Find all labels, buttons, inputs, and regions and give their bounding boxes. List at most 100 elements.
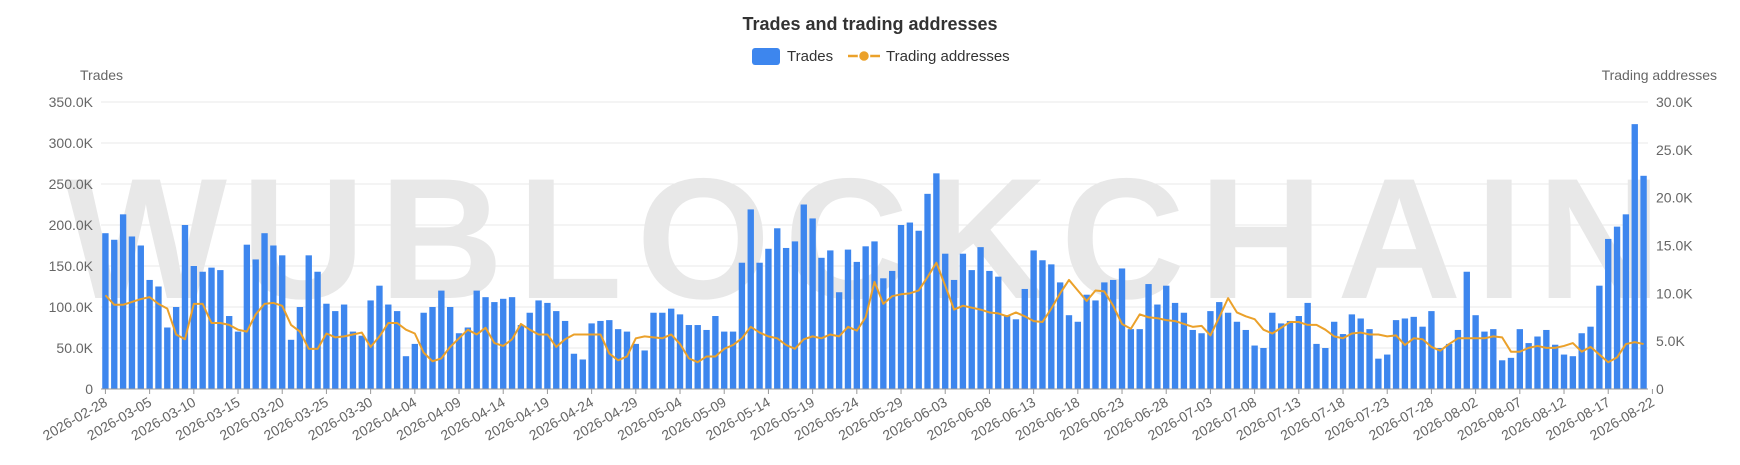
bar-trades	[1490, 329, 1497, 389]
bar-trades	[1516, 329, 1523, 389]
bar-trades	[676, 314, 684, 389]
legend-marker-trading-addresses	[857, 49, 871, 63]
bar-trades	[1313, 343, 1320, 389]
bar-trades	[1437, 348, 1444, 389]
bar-trades	[1269, 312, 1276, 389]
bar-trades	[491, 302, 498, 389]
bar-trades	[402, 356, 410, 389]
bar-trades	[1640, 175, 1647, 389]
bar-trades	[1154, 304, 1161, 389]
bar-trades	[756, 262, 763, 389]
bar-trades	[623, 331, 631, 389]
y-left-tick-label: 350.0K	[49, 94, 94, 110]
bar-trades	[1401, 318, 1409, 389]
legend-label-trades: Trades	[787, 48, 833, 65]
bar-trades	[995, 276, 1002, 389]
bar-trades	[1180, 312, 1188, 389]
bar-trades	[1419, 326, 1426, 389]
bar-trades	[1481, 331, 1488, 389]
bar-trades	[579, 359, 586, 389]
bar-trades	[1322, 348, 1329, 389]
bar-trades	[1613, 226, 1621, 389]
bar-trades	[1507, 357, 1515, 389]
bar-trades	[632, 343, 639, 389]
bar-trades	[968, 270, 975, 389]
y-right-tick-label: 25.0K	[1656, 142, 1693, 158]
bar-trades	[1339, 334, 1347, 389]
bar-trades	[455, 333, 463, 389]
bar-trades	[659, 312, 666, 389]
bar-trades	[1012, 319, 1020, 389]
bar-trades	[102, 233, 109, 389]
bar-trades	[305, 255, 312, 389]
bar-trades	[385, 304, 392, 389]
bar-trades	[1074, 321, 1081, 389]
legend-swatch-trades	[752, 48, 780, 65]
bar-trades	[111, 239, 118, 389]
bar-trades	[155, 286, 162, 389]
bar-trades	[217, 270, 224, 389]
bar-trades	[1525, 343, 1532, 389]
bar-trades	[1384, 354, 1391, 389]
bar-trades	[535, 300, 542, 389]
bar-trades	[199, 271, 206, 389]
bar-trades	[871, 241, 878, 389]
bar-trades	[747, 209, 754, 389]
bar-trades	[1145, 284, 1152, 389]
bar-trades	[1454, 329, 1462, 389]
y-left-tick-label: 250.0K	[49, 176, 94, 192]
bar-trades	[1136, 329, 1143, 389]
bar-trades	[279, 255, 286, 389]
y-left-tick-label: 300.0K	[49, 135, 94, 151]
y-axis-right-label: Trading addresses	[1602, 67, 1717, 83]
bar-trades	[668, 308, 675, 389]
bar-trades	[959, 253, 967, 389]
y-axis-left-label: Trades	[80, 67, 123, 83]
bar-trades	[411, 343, 418, 389]
bar-trades	[367, 300, 374, 389]
bar-trades	[897, 225, 905, 389]
y-right-tick-label: 5.0K	[1656, 333, 1685, 349]
bar-trades	[1171, 302, 1179, 389]
bar-trades	[393, 311, 401, 389]
bar-trades	[172, 307, 180, 389]
bar-trades	[287, 339, 295, 389]
bar-trades	[1410, 316, 1417, 389]
bar-trades	[1622, 214, 1630, 389]
legend-item-trades[interactable]: Trades	[752, 48, 833, 65]
legend-item-trading-addresses[interactable]: Trading addresses	[848, 48, 1010, 65]
bar-trades	[977, 247, 984, 389]
bar-trades	[782, 247, 790, 389]
bar-trades	[1498, 360, 1506, 389]
bar-trades	[1543, 329, 1550, 389]
bar-trades	[1331, 321, 1338, 389]
legend-label-trading-addresses: Trading addresses	[886, 48, 1010, 65]
bar-trades	[1277, 323, 1285, 389]
bar-trades	[1392, 320, 1400, 389]
bar-trades	[791, 241, 799, 389]
bar-trades	[429, 307, 436, 389]
bar-trades	[526, 312, 533, 389]
bar-trades	[1534, 336, 1541, 389]
bar-trades	[146, 279, 153, 389]
line-trading-addresses	[104, 261, 1644, 364]
bar-trades	[1251, 345, 1258, 389]
bar-trades	[827, 250, 834, 389]
bar-trades	[234, 331, 242, 389]
bar-trades	[137, 245, 144, 389]
bar-trades	[703, 329, 710, 389]
bar-trades	[650, 312, 657, 389]
bar-trades	[508, 297, 516, 389]
legend[interactable]: Trades Trading addresses	[752, 48, 1010, 65]
y-left-tick-label: 50.0K	[56, 340, 93, 356]
bar-trades	[1578, 333, 1585, 389]
bar-trades	[835, 292, 843, 389]
bar-trades	[1118, 268, 1126, 389]
bar-trades	[164, 327, 171, 389]
bar-trades	[588, 323, 595, 389]
y-right-tick-label: 30.0K	[1656, 94, 1693, 110]
bar-trades	[1233, 321, 1241, 389]
bar-trades	[774, 228, 781, 389]
bar-trades	[694, 325, 701, 389]
